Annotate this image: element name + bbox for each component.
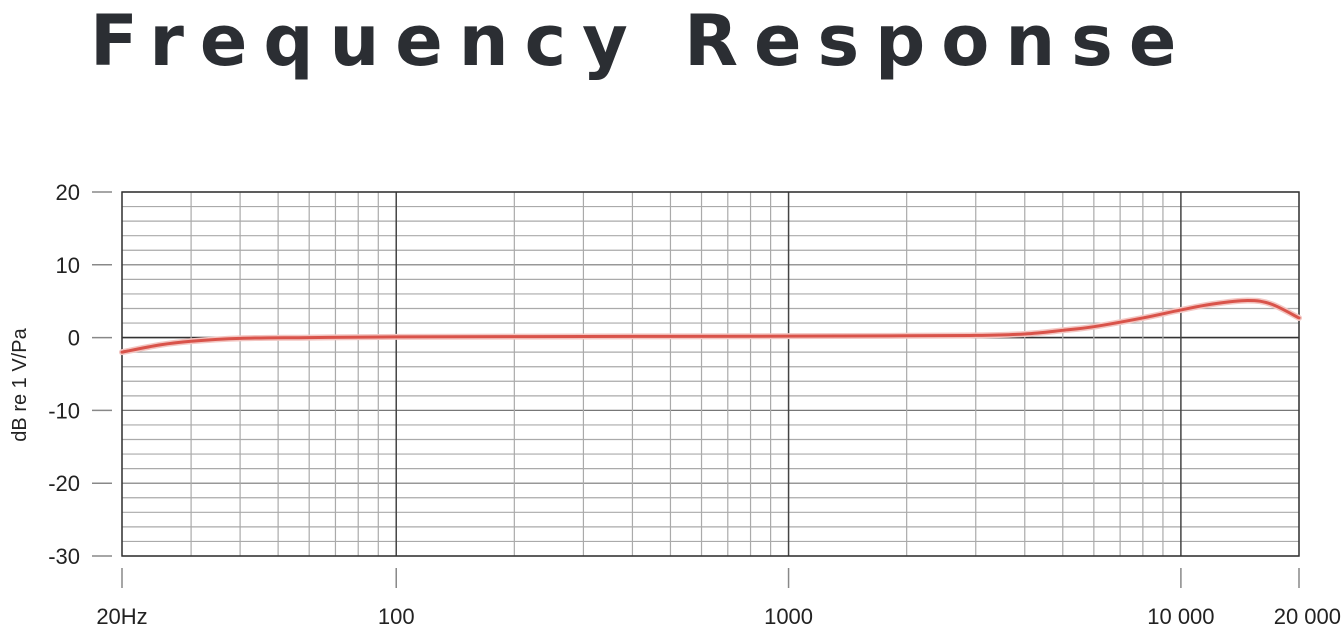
plot-border <box>121 191 1300 557</box>
y-axis: 20 10 0 -10 -20 -30 <box>48 180 112 569</box>
y-tick-label: 10 <box>56 253 80 278</box>
x-tick-label: 20 000 <box>1274 604 1341 629</box>
x-tick-label: 20Hz <box>96 604 147 629</box>
x-tick-label: 100 <box>378 604 415 629</box>
y-tick-label: 20 <box>56 180 80 205</box>
grid <box>121 191 1300 557</box>
y-tick-label: -20 <box>48 471 80 496</box>
x-tick-label: 1000 <box>764 604 813 629</box>
series-group <box>119 297 1302 356</box>
y-tick-label: -30 <box>48 544 80 569</box>
chart-title: Frequency Response <box>90 0 1193 82</box>
x-tick-label: 10 000 <box>1147 604 1214 629</box>
x-axis: 20Hz 100 1000 10 000 20 000 <box>96 568 1341 629</box>
y-tick-label: -10 <box>48 398 80 423</box>
y-tick-label: 0 <box>68 326 80 351</box>
series-line <box>120 298 1301 354</box>
y-axis-label: dB re 1 V/Pa <box>9 327 31 441</box>
